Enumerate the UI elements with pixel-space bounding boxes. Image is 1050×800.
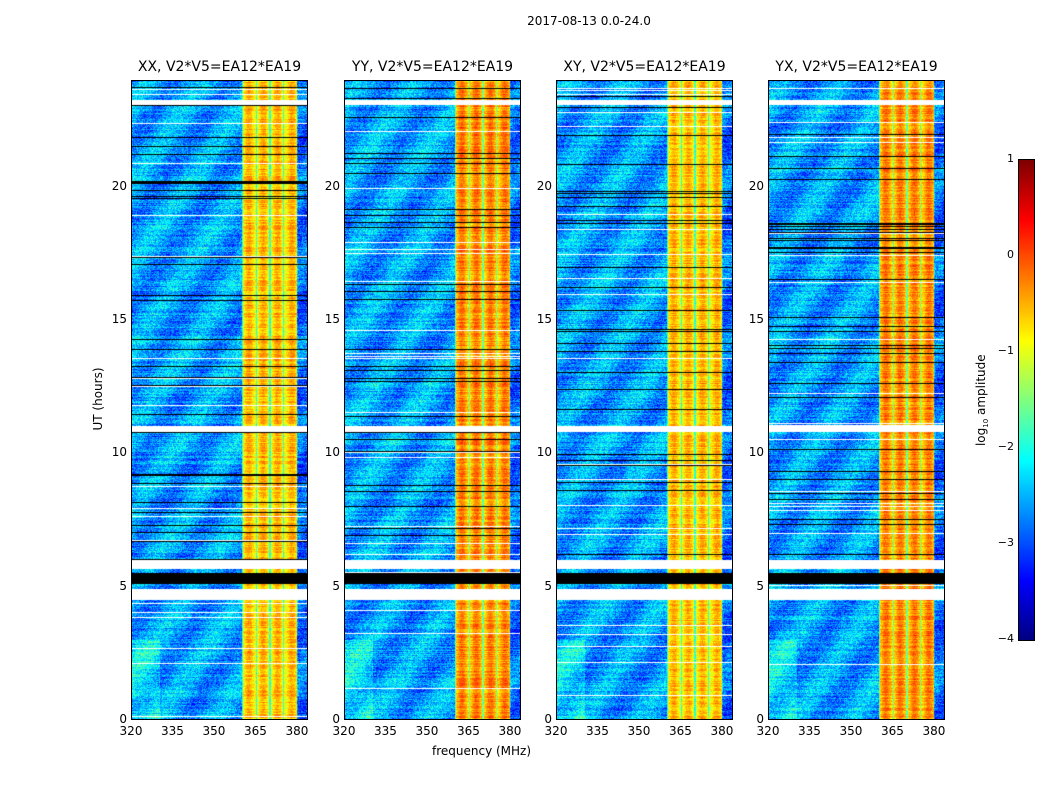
y-tick-label: 20 bbox=[748, 178, 764, 193]
heatmap-image bbox=[557, 81, 732, 719]
y-tick-label: 20 bbox=[111, 178, 127, 193]
x-tick-label: 320 bbox=[332, 724, 356, 738]
y-tick-label: 15 bbox=[748, 312, 764, 326]
y-tick-label: 0 bbox=[544, 712, 552, 726]
y-tick-label: 15 bbox=[536, 312, 552, 326]
figure-title: 2017-08-13 0.0-24.0 bbox=[527, 14, 651, 28]
x-tick-label: 380 bbox=[922, 724, 946, 738]
x-tick-label: 335 bbox=[161, 724, 184, 738]
y-tick-label: 0 bbox=[332, 712, 340, 726]
y-tick-label: 5 bbox=[756, 578, 764, 593]
x-axis-label: frequency (MHz) bbox=[432, 744, 532, 758]
panel-title: YX, V2*V5=EA12*EA19 bbox=[775, 59, 938, 75]
y-tick-label: 5 bbox=[119, 578, 127, 593]
y-axis-label: UT (hours) bbox=[91, 367, 105, 431]
y-tick-label: 10 bbox=[111, 445, 127, 460]
y-tick-label: 5 bbox=[332, 578, 340, 593]
colorbar-tick-label: 0 bbox=[1007, 248, 1014, 261]
heatmap-image bbox=[132, 81, 307, 719]
x-tick-label: 335 bbox=[798, 724, 821, 738]
x-tick-label: 320 bbox=[119, 724, 143, 738]
heatmap-panel-3 bbox=[768, 80, 945, 720]
y-tick-label: 10 bbox=[748, 445, 764, 460]
heatmap-image bbox=[345, 81, 520, 719]
colorbar-tick-label: 1 bbox=[1007, 152, 1014, 165]
y-tick-label: 15 bbox=[324, 312, 340, 326]
x-tick-label: 335 bbox=[374, 724, 397, 738]
heatmap-panel-0 bbox=[131, 80, 308, 720]
y-tick-label: 0 bbox=[119, 712, 127, 726]
x-tick-label: 350 bbox=[202, 724, 226, 738]
panel-title: XX, V2*V5=EA12*EA19 bbox=[137, 59, 302, 75]
colorbar-tick-label: −4 bbox=[997, 632, 1014, 645]
y-tick-label: 0 bbox=[756, 712, 764, 726]
x-tick-label: 365 bbox=[881, 724, 904, 738]
y-tick-label: 10 bbox=[536, 445, 552, 460]
panel-title: YY, V2*V5=EA12*EA19 bbox=[351, 59, 514, 75]
y-tick-label: 10 bbox=[324, 445, 340, 460]
x-tick-label: 350 bbox=[627, 724, 651, 738]
colorbar-tick-label: −1 bbox=[997, 344, 1014, 357]
colorbar-gradient bbox=[1019, 160, 1034, 640]
x-tick-label: 365 bbox=[669, 724, 692, 738]
y-tick-label: 20 bbox=[324, 178, 340, 193]
y-tick-label: 20 bbox=[536, 178, 552, 193]
x-tick-label: 320 bbox=[544, 724, 568, 738]
x-tick-label: 380 bbox=[710, 724, 734, 738]
colorbar-label-sub: 10 bbox=[982, 418, 991, 428]
colorbar bbox=[1018, 159, 1035, 641]
colorbar-label-rest: amplitude bbox=[973, 354, 988, 419]
x-tick-label: 350 bbox=[839, 724, 863, 738]
x-tick-label: 380 bbox=[498, 724, 522, 738]
panel-title: XY, V2*V5=EA12*EA19 bbox=[563, 59, 726, 75]
x-tick-label: 380 bbox=[285, 724, 309, 738]
heatmap-panel-1 bbox=[344, 80, 521, 720]
x-tick-label: 365 bbox=[244, 724, 267, 738]
y-tick-label: 15 bbox=[111, 312, 127, 326]
colorbar-tick-label: −3 bbox=[997, 536, 1014, 549]
heatmap-panel-2 bbox=[556, 80, 733, 720]
colorbar-label: log10 amplitude bbox=[974, 350, 990, 450]
colorbar-tick-label: −2 bbox=[997, 440, 1014, 453]
y-tick-label: 5 bbox=[544, 578, 552, 593]
heatmap-image bbox=[769, 81, 944, 719]
x-tick-label: 350 bbox=[415, 724, 439, 738]
x-tick-label: 320 bbox=[756, 724, 780, 738]
colorbar-label-log: log bbox=[973, 427, 988, 447]
x-tick-label: 335 bbox=[586, 724, 609, 738]
x-tick-label: 365 bbox=[457, 724, 480, 738]
